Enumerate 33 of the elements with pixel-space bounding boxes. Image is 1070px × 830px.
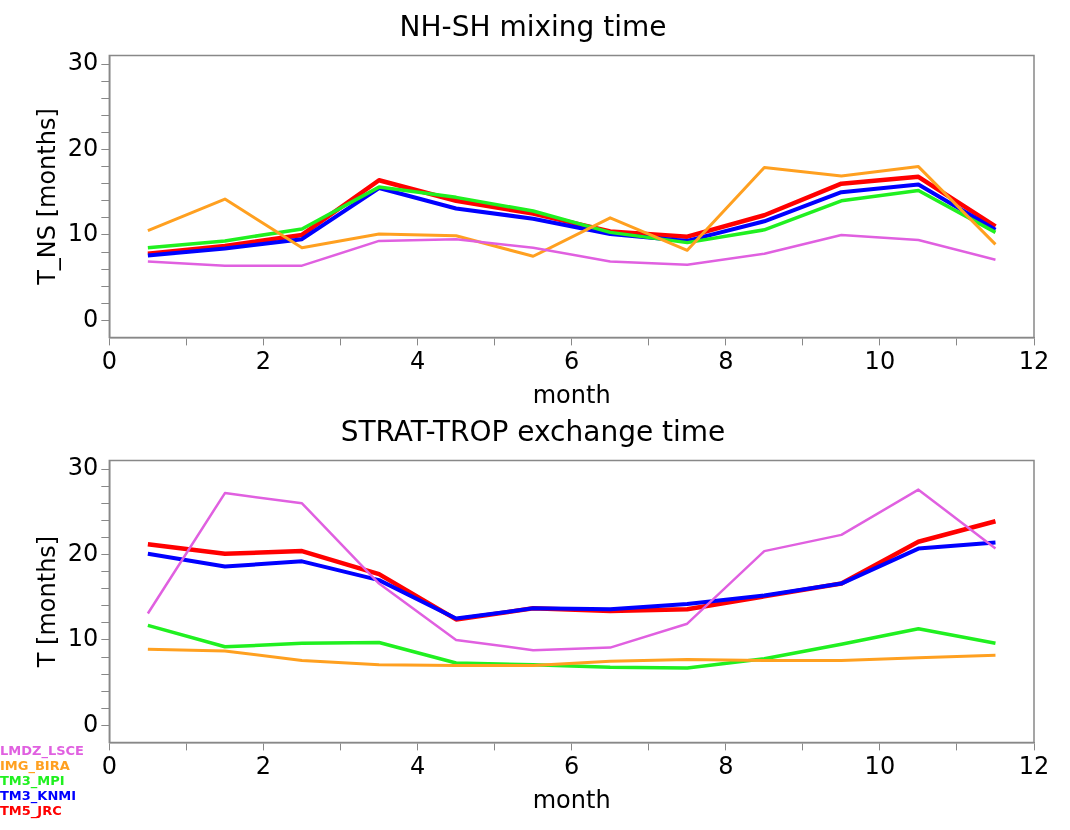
x-tick-label: 10: [864, 347, 896, 376]
y-tick-label: 0: [83, 709, 99, 738]
y-tick-label: 20: [67, 538, 99, 567]
x-tick-label: 10: [864, 752, 896, 781]
text: LMDZ_LSCE: [0, 743, 85, 758]
text: IMG_BIRA: [0, 758, 70, 773]
y-tick-label: 10: [67, 624, 99, 653]
x-tick-label: 12: [1018, 752, 1050, 781]
x-tick-label: 2: [255, 752, 272, 781]
y-tick-label: 20: [67, 133, 99, 162]
y-tick-label: 30: [67, 453, 99, 482]
x-axis-title: month: [532, 785, 611, 814]
chart-title: NH-SH mixing time: [399, 10, 667, 44]
y-axis-title: T [months]: [32, 535, 61, 669]
x-tick-label: 2: [255, 347, 272, 376]
text: TM3_MPI: [0, 773, 65, 788]
x-tick-label: 12: [1018, 347, 1050, 376]
x-tick-label: 8: [718, 752, 734, 781]
x-tick-label: 6: [564, 347, 580, 376]
chart-title: STRAT-TROP exchange time: [340, 415, 726, 449]
x-tick-label: 4: [409, 347, 426, 376]
x-tick-label: 4: [409, 752, 426, 781]
y-axis-title: T_NS [months]: [32, 108, 61, 286]
y-tick-label: 0: [83, 304, 99, 333]
y-tick-label: 10: [67, 219, 99, 248]
text: TM3_KNMI: [0, 788, 78, 803]
x-tick-label: 0: [101, 347, 117, 376]
y-tick-label: 30: [67, 48, 99, 77]
x-tick-label: 8: [718, 347, 734, 376]
x-axis-title: month: [532, 380, 611, 409]
x-tick-label: 0: [101, 752, 117, 781]
x-tick-label: 6: [564, 752, 580, 781]
text: TM5_JRC: [0, 803, 62, 818]
